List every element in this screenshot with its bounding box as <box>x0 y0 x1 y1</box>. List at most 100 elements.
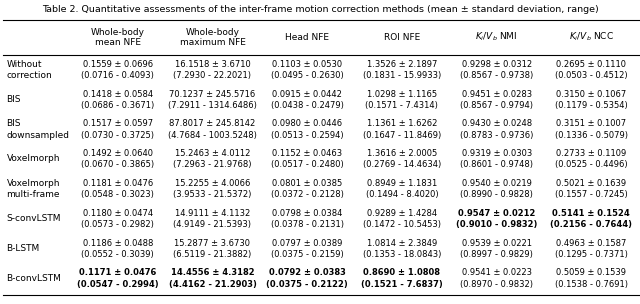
Text: 15.2463 ± 4.0112: 15.2463 ± 4.0112 <box>175 149 250 158</box>
Text: 0.1517 ± 0.0597: 0.1517 ± 0.0597 <box>83 119 153 128</box>
Text: 0.9289 ± 1.4284: 0.9289 ± 1.4284 <box>367 209 437 218</box>
Text: (0.0503 - 0.4512): (0.0503 - 0.4512) <box>555 71 628 80</box>
Text: (0.0372 - 0.2128): (0.0372 - 0.2128) <box>271 190 344 199</box>
Text: (0.0525 - 0.4496): (0.0525 - 0.4496) <box>555 161 628 169</box>
Text: (0.0547 - 0.2994): (0.0547 - 0.2994) <box>77 280 159 288</box>
Text: 0.9547 ± 0.0212: 0.9547 ± 0.0212 <box>458 209 535 218</box>
Text: 14.9111 ± 4.1132: 14.9111 ± 4.1132 <box>175 209 250 218</box>
Text: (4.4162 - 21.2903): (4.4162 - 21.2903) <box>168 280 257 288</box>
Text: 0.9451 ± 0.0283: 0.9451 ± 0.0283 <box>461 90 532 98</box>
Text: (0.8970 - 0.9832): (0.8970 - 0.9832) <box>460 280 533 288</box>
Text: 0.9430 ± 0.0248: 0.9430 ± 0.0248 <box>461 119 532 128</box>
Text: 0.2695 ± 0.1110: 0.2695 ± 0.1110 <box>556 60 627 69</box>
Text: BIS: BIS <box>6 119 21 128</box>
Text: (0.1494 - 8.4020): (0.1494 - 8.4020) <box>365 190 438 199</box>
Text: 0.0801 ± 0.0385: 0.0801 ± 0.0385 <box>272 179 342 188</box>
Text: (0.8567 - 0.9738): (0.8567 - 0.9738) <box>460 71 533 80</box>
Text: 0.1418 ± 0.0584: 0.1418 ± 0.0584 <box>83 90 153 98</box>
Text: (4.7684 - 1003.5248): (4.7684 - 1003.5248) <box>168 131 257 140</box>
Text: 15.2877 ± 3.6730: 15.2877 ± 3.6730 <box>175 239 250 247</box>
Text: (0.1295 - 0.7371): (0.1295 - 0.7371) <box>555 250 628 259</box>
Text: 0.1492 ± 0.0640: 0.1492 ± 0.0640 <box>83 149 153 158</box>
Text: (0.0573 - 0.2982): (0.0573 - 0.2982) <box>81 220 154 229</box>
Text: (3.9533 - 21.5372): (3.9533 - 21.5372) <box>173 190 252 199</box>
Text: BIS: BIS <box>6 95 21 104</box>
Text: 0.4963 ± 0.1587: 0.4963 ± 0.1587 <box>556 239 627 247</box>
Text: correction: correction <box>6 71 52 80</box>
Text: (0.9010 - 0.9832): (0.9010 - 0.9832) <box>456 220 538 229</box>
Text: (0.1557 - 0.7245): (0.1557 - 0.7245) <box>555 190 628 199</box>
Text: (0.1647 - 11.8469): (0.1647 - 11.8469) <box>363 131 441 140</box>
Text: (0.8567 - 0.9794): (0.8567 - 0.9794) <box>460 101 533 110</box>
Text: (7.2963 - 21.9768): (7.2963 - 21.9768) <box>173 161 252 169</box>
Text: 0.5141 ± 0.1524: 0.5141 ± 0.1524 <box>552 209 630 218</box>
Text: Whole-body
mean NFE: Whole-body mean NFE <box>91 28 145 47</box>
Text: 70.1237 ± 245.5716: 70.1237 ± 245.5716 <box>170 90 255 98</box>
Text: (4.9149 - 21.5393): (4.9149 - 21.5393) <box>173 220 252 229</box>
Text: 0.1559 ± 0.0696: 0.1559 ± 0.0696 <box>83 60 153 69</box>
Text: (0.1571 - 7.4314): (0.1571 - 7.4314) <box>365 101 438 110</box>
Text: 0.9298 ± 0.0312: 0.9298 ± 0.0312 <box>461 60 532 69</box>
Text: (0.2156 - 0.7644): (0.2156 - 0.7644) <box>550 220 632 229</box>
Text: B-LSTM: B-LSTM <box>6 244 40 253</box>
Text: (0.8601 - 0.9748): (0.8601 - 0.9748) <box>460 161 533 169</box>
Text: (0.0495 - 0.2630): (0.0495 - 0.2630) <box>271 71 344 80</box>
Text: (0.1336 - 0.5079): (0.1336 - 0.5079) <box>555 131 628 140</box>
Text: (0.8990 - 0.9828): (0.8990 - 0.9828) <box>460 190 533 199</box>
Text: 1.0298 ± 1.1165: 1.0298 ± 1.1165 <box>367 90 437 98</box>
Text: (0.0670 - 0.3865): (0.0670 - 0.3865) <box>81 161 154 169</box>
Text: 0.1171 ± 0.0476: 0.1171 ± 0.0476 <box>79 268 156 277</box>
Text: (0.0375 - 0.2122): (0.0375 - 0.2122) <box>266 280 348 288</box>
Text: 0.0792 ± 0.0383: 0.0792 ± 0.0383 <box>269 268 346 277</box>
Text: 0.0980 ± 0.0446: 0.0980 ± 0.0446 <box>272 119 342 128</box>
Text: (0.0517 - 0.2480): (0.0517 - 0.2480) <box>271 161 344 169</box>
Text: 0.5059 ± 0.1539: 0.5059 ± 0.1539 <box>556 268 627 277</box>
Text: 15.2255 ± 4.0066: 15.2255 ± 4.0066 <box>175 179 250 188</box>
Text: 0.1152 ± 0.0463: 0.1152 ± 0.0463 <box>272 149 342 158</box>
Text: 0.0797 ± 0.0389: 0.0797 ± 0.0389 <box>272 239 342 247</box>
Text: Voxelmorph: Voxelmorph <box>6 179 60 188</box>
Text: 1.1361 ± 1.6262: 1.1361 ± 1.6262 <box>367 119 437 128</box>
Text: multi-frame: multi-frame <box>6 190 60 199</box>
Text: Without: Without <box>6 60 42 69</box>
Text: (0.1538 - 0.7691): (0.1538 - 0.7691) <box>555 280 628 288</box>
Text: 0.3150 ± 0.1067: 0.3150 ± 0.1067 <box>556 90 627 98</box>
Text: (0.1353 - 18.0843): (0.1353 - 18.0843) <box>363 250 441 259</box>
Text: 0.2733 ± 0.1109: 0.2733 ± 0.1109 <box>556 149 627 158</box>
Text: (0.8783 - 0.9736): (0.8783 - 0.9736) <box>460 131 533 140</box>
Text: $K_i/V_b$ NCC: $K_i/V_b$ NCC <box>569 31 614 43</box>
Text: (7.2930 - 22.2021): (7.2930 - 22.2021) <box>173 71 252 80</box>
Text: 0.0915 ± 0.0442: 0.0915 ± 0.0442 <box>272 90 342 98</box>
Text: 0.8949 ± 1.1831: 0.8949 ± 1.1831 <box>367 179 437 188</box>
Text: 16.1518 ± 3.6710: 16.1518 ± 3.6710 <box>175 60 250 69</box>
Text: $K_i/V_b$ NMI: $K_i/V_b$ NMI <box>476 31 518 43</box>
Text: (0.0716 - 0.4093): (0.0716 - 0.4093) <box>81 71 154 80</box>
Text: 0.1180 ± 0.0474: 0.1180 ± 0.0474 <box>83 209 153 218</box>
Text: 87.8017 ± 245.8142: 87.8017 ± 245.8142 <box>170 119 255 128</box>
Text: (0.0375 - 0.2159): (0.0375 - 0.2159) <box>271 250 344 259</box>
Text: Table 2. Quantitative assessments of the inter-frame motion correction methods (: Table 2. Quantitative assessments of the… <box>42 5 598 14</box>
Text: (0.0438 - 0.2479): (0.0438 - 0.2479) <box>271 101 344 110</box>
Text: 0.1186 ± 0.0488: 0.1186 ± 0.0488 <box>83 239 153 247</box>
Text: 0.0798 ± 0.0384: 0.0798 ± 0.0384 <box>272 209 342 218</box>
Text: 0.1103 ± 0.0530: 0.1103 ± 0.0530 <box>272 60 342 69</box>
Text: 0.3151 ± 0.1007: 0.3151 ± 0.1007 <box>556 119 627 128</box>
Text: ROI NFE: ROI NFE <box>384 33 420 42</box>
Text: 0.9541 ± 0.0223: 0.9541 ± 0.0223 <box>461 268 532 277</box>
Text: (0.0513 - 0.2594): (0.0513 - 0.2594) <box>271 131 344 140</box>
Text: (0.0378 - 0.2131): (0.0378 - 0.2131) <box>271 220 344 229</box>
Text: (0.1472 - 10.5453): (0.1472 - 10.5453) <box>363 220 441 229</box>
Text: 14.4556 ± 4.3182: 14.4556 ± 4.3182 <box>171 268 254 277</box>
Text: (0.0548 - 0.3023): (0.0548 - 0.3023) <box>81 190 154 199</box>
Text: Voxelmorph: Voxelmorph <box>6 154 60 164</box>
Text: S-convLSTM: S-convLSTM <box>6 214 61 223</box>
Text: B-convLSTM: B-convLSTM <box>6 274 61 283</box>
Text: (7.2911 - 1314.6486): (7.2911 - 1314.6486) <box>168 101 257 110</box>
Text: 0.9539 ± 0.0221: 0.9539 ± 0.0221 <box>461 239 532 247</box>
Text: 0.9319 ± 0.0303: 0.9319 ± 0.0303 <box>461 149 532 158</box>
Text: (6.5119 - 21.3882): (6.5119 - 21.3882) <box>173 250 252 259</box>
Text: (0.2769 - 14.4634): (0.2769 - 14.4634) <box>363 161 441 169</box>
Text: 0.1181 ± 0.0476: 0.1181 ± 0.0476 <box>83 179 153 188</box>
Text: (0.0730 - 0.3725): (0.0730 - 0.3725) <box>81 131 154 140</box>
Text: (0.0552 - 0.3039): (0.0552 - 0.3039) <box>81 250 154 259</box>
